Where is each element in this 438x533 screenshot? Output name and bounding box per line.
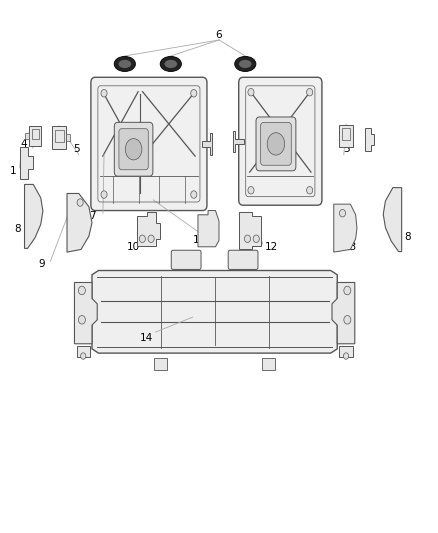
Circle shape [148, 235, 154, 243]
Text: 14: 14 [140, 334, 153, 343]
Circle shape [339, 209, 346, 217]
Polygon shape [332, 282, 355, 344]
Ellipse shape [239, 60, 251, 68]
Bar [52, 126, 67, 149]
Circle shape [248, 187, 254, 194]
Ellipse shape [235, 56, 256, 71]
FancyBboxPatch shape [228, 251, 258, 270]
Ellipse shape [125, 139, 142, 160]
FancyBboxPatch shape [256, 117, 296, 171]
FancyBboxPatch shape [119, 129, 148, 169]
Circle shape [139, 235, 145, 243]
Polygon shape [20, 147, 33, 179]
Ellipse shape [160, 56, 181, 71]
Bar [55, 130, 64, 142]
Circle shape [78, 286, 85, 295]
Text: 9: 9 [38, 259, 45, 269]
Polygon shape [198, 211, 219, 247]
Polygon shape [92, 271, 337, 353]
Polygon shape [334, 204, 357, 252]
Polygon shape [383, 188, 402, 252]
Circle shape [78, 316, 85, 324]
Polygon shape [239, 212, 261, 249]
FancyBboxPatch shape [171, 251, 201, 270]
Circle shape [307, 88, 313, 96]
Polygon shape [365, 128, 374, 151]
Polygon shape [67, 193, 92, 252]
Text: 5: 5 [343, 144, 350, 154]
FancyBboxPatch shape [239, 77, 322, 205]
Circle shape [248, 88, 254, 96]
Text: 7: 7 [88, 211, 95, 221]
Polygon shape [74, 282, 97, 344]
Text: 1: 1 [10, 166, 17, 175]
Text: 8: 8 [14, 224, 21, 234]
Text: 4: 4 [21, 139, 28, 149]
Bar [29, 126, 41, 146]
Circle shape [307, 187, 313, 194]
Text: 12: 12 [265, 242, 278, 252]
Bar [342, 128, 350, 140]
Circle shape [344, 316, 351, 324]
Bar [262, 358, 275, 370]
Polygon shape [67, 134, 70, 141]
Bar [77, 346, 90, 357]
Ellipse shape [114, 56, 135, 71]
Circle shape [101, 191, 107, 198]
Text: 10: 10 [127, 242, 140, 252]
Ellipse shape [165, 60, 177, 68]
Polygon shape [137, 212, 160, 246]
Circle shape [191, 191, 197, 198]
Text: 5: 5 [73, 144, 80, 154]
Circle shape [101, 90, 107, 97]
Text: 8: 8 [404, 232, 411, 242]
Circle shape [81, 353, 86, 359]
Text: 13: 13 [344, 242, 357, 252]
Bar [32, 129, 39, 139]
Ellipse shape [267, 133, 285, 155]
Bar [154, 358, 167, 370]
Bar [339, 346, 353, 357]
FancyBboxPatch shape [261, 123, 291, 165]
Polygon shape [25, 184, 43, 248]
Text: 11: 11 [193, 235, 206, 245]
Circle shape [244, 235, 251, 243]
Circle shape [343, 353, 349, 359]
Circle shape [344, 286, 351, 295]
Text: 6: 6 [215, 30, 223, 39]
Polygon shape [233, 131, 244, 152]
Circle shape [77, 199, 83, 206]
Ellipse shape [119, 60, 131, 68]
Circle shape [191, 90, 197, 97]
Bar [339, 125, 353, 147]
Circle shape [253, 235, 259, 243]
Polygon shape [25, 133, 29, 139]
FancyBboxPatch shape [91, 77, 207, 211]
Polygon shape [201, 133, 212, 155]
FancyBboxPatch shape [114, 123, 153, 176]
